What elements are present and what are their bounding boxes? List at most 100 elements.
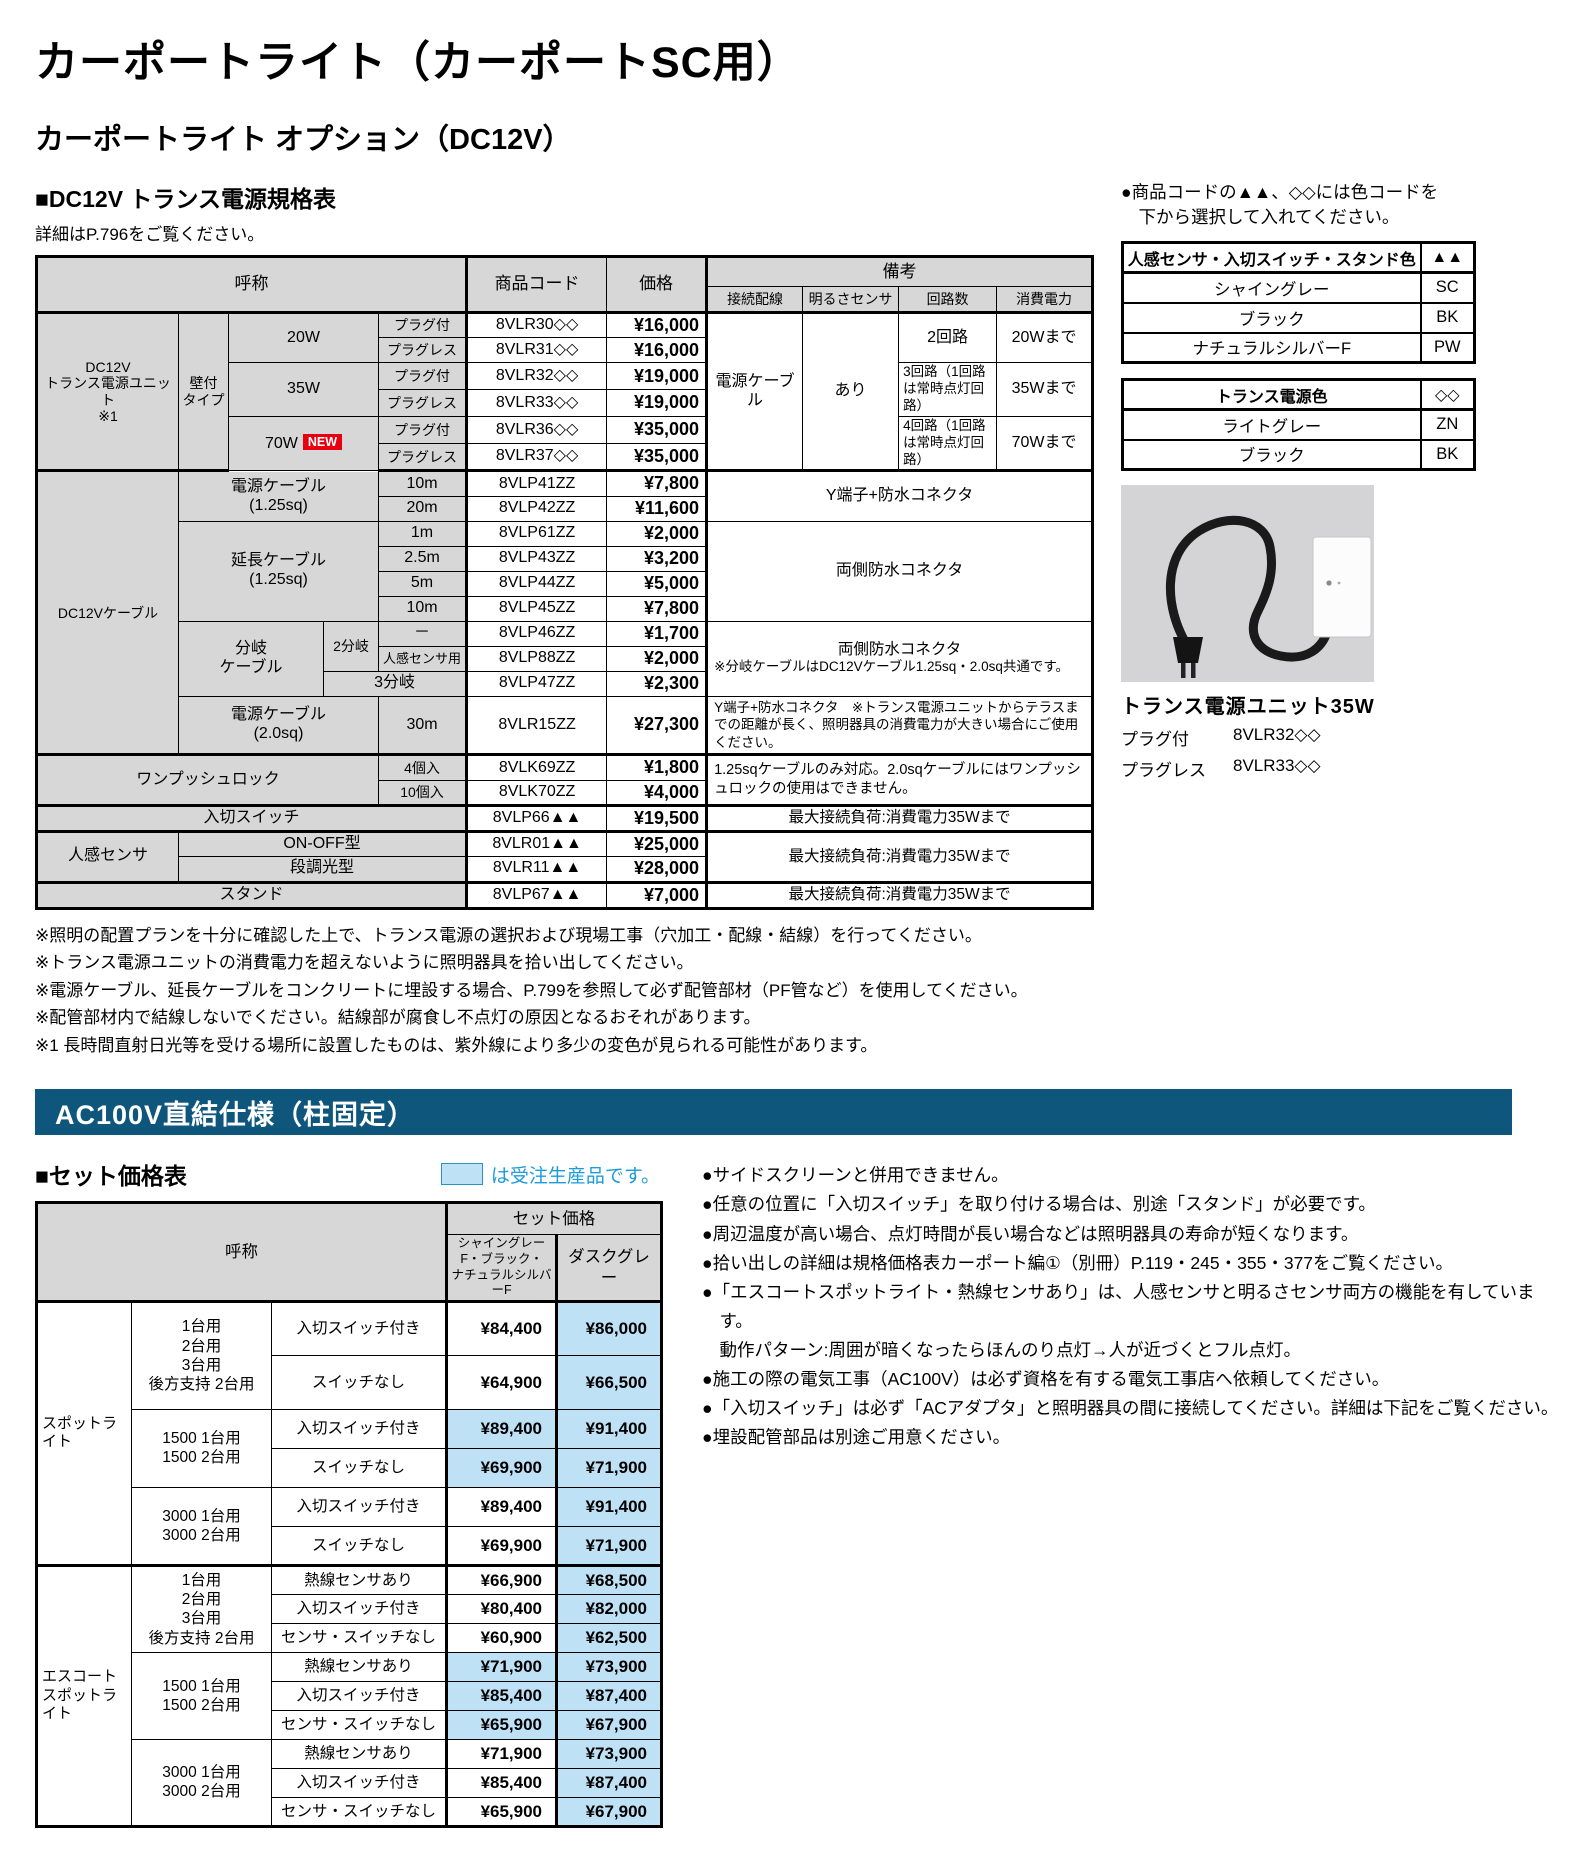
- photo-caption-line: プラグレス 8VLR33◇◇: [1121, 756, 1521, 781]
- group-name-cell: DC12V トランス電源ユニット ※1: [36, 311, 179, 473]
- table-row: ブラック BK: [1121, 301, 1476, 334]
- set-price-cell: ¥87,400: [555, 1680, 663, 1711]
- price-cell: ¥11,600: [606, 495, 708, 522]
- length-cell: 1m: [377, 520, 468, 547]
- col-header-code: 商品コード: [465, 256, 608, 314]
- set-option-cell: 入切スイッチ付き: [270, 1680, 448, 1711]
- sensor-type-cell: ON-OFF型: [177, 831, 468, 858]
- spec-header-row: 呼称 商品コード 価格 備考: [35, 256, 1094, 314]
- color-code: BK: [1419, 301, 1476, 334]
- product-code-cell: 8VLK69ZZ: [465, 754, 608, 781]
- table-row: 入切スイッチ付き ¥80,400 ¥82,000: [37, 1593, 663, 1624]
- price-cell: ¥16,000: [606, 311, 708, 339]
- set-usage-cell: 1500 1台用 1500 2台用: [131, 1408, 272, 1488]
- price-cell: ¥19,500: [606, 804, 708, 834]
- table-row: プラグレス 8VLR37◇◇ ¥35,000: [37, 443, 1093, 473]
- set-option-cell: スイッチなし: [270, 1354, 448, 1410]
- set-usage-cell: 1台用 2台用 3台用 後方支持 2台用: [131, 1300, 272, 1410]
- set-price-cell: ¥89,400: [445, 1408, 558, 1449]
- set-price-cell: ¥65,900: [445, 1796, 558, 1827]
- table-row: エスコート スポットライト 1台用 2台用 3台用 後方支持 2台用 熱線センサ…: [36, 1564, 663, 1827]
- color-code: PW: [1419, 331, 1476, 364]
- set-price-cell: ¥80,400: [445, 1593, 558, 1624]
- color-mark-triangles: ▲▲: [1419, 241, 1476, 274]
- spec-table: 呼称 商品コード 価格 備考 接続配線 明るさセンサ 回路数 消費電力 DC12…: [35, 255, 1095, 910]
- table-row: プラグレス 8VLR33◇◇ ¥19,000: [37, 389, 1093, 417]
- color-table-header: 人感センサ・入切スイッチ・スタンド色: [1121, 241, 1422, 274]
- table-row: 電源ケーブル (2.0sq) 30m 8VLR15ZZ ¥27,300 Y端子+…: [37, 695, 1094, 757]
- remark-cell: 両側防水コネクタ ※分岐ケーブルはDC12Vケーブル1.25sq・2.0sq共通…: [705, 620, 1094, 697]
- col-header-name: 呼称: [35, 256, 468, 314]
- product-code-cell: 8VLK70ZZ: [465, 779, 608, 807]
- set-price-cell: ¥91,400: [555, 1486, 663, 1527]
- set-option-cell: センサ・スイッチなし: [270, 1709, 448, 1740]
- footnote: ※1 長時間直射日光等を受ける場所に設置したものは、紫外線により多少の変色が見ら…: [35, 1035, 878, 1055]
- set-price-cell: ¥87,400: [555, 1767, 663, 1798]
- plug-cell: プラグ付: [377, 415, 468, 445]
- set-usage-cell: 3000 1台用 3000 2台用: [131, 1738, 272, 1827]
- table-row: トランス電源色 ◇◇: [1121, 378, 1476, 411]
- spec-detail-note: 詳細はP.796をご覧ください。: [35, 225, 265, 244]
- plug-cell: プラグ付: [377, 311, 468, 339]
- col-header-remarks: 備考: [705, 256, 1094, 287]
- group-name-cell: DC12Vケーブル: [36, 470, 179, 757]
- table-row: 70W NEW プラグ付 8VLR36◇◇ ¥35,000 4回路（1回路は常時点…: [37, 415, 1094, 473]
- ac100v-section-bar: AC100V直結仕様（柱固定）: [35, 1089, 1512, 1136]
- table-row: 人感センサ ON-OFF型 8VLR01▲▲ ¥25,000 最大接続負荷:消費…: [36, 831, 1094, 884]
- product-code-cell: 8VLP67▲▲: [465, 881, 608, 909]
- set-option-cell: 熱線センサあり: [270, 1738, 448, 1769]
- plug-label: プラグ付: [1121, 730, 1189, 749]
- color-code-note: ●商品コードの▲▲、◇◇には色コードを 下から選択して入れてください。: [1121, 180, 1521, 229]
- set-price-table: 呼称 セット価格 シャイングレーF・ブラック・ ナチュラルシルバーF ダスクグレ…: [35, 1201, 664, 1828]
- color-table-transformer: トランス電源色 ◇◇ ライトグレー ZN ブラック BK: [1121, 378, 1476, 471]
- table-row: 1500 1台用 1500 2台用 入切スイッチ付き ¥89,400 ¥91,4…: [37, 1408, 663, 1488]
- set-price-cell: ¥71,900: [445, 1651, 558, 1682]
- brightness-cell: あり: [802, 311, 900, 473]
- length-cell: 10m: [377, 595, 468, 622]
- sensor-type-cell: 段調光型: [177, 856, 468, 884]
- product-code-cell: 8VLR37◇◇: [465, 443, 608, 473]
- wattage-label: 70W: [264, 434, 298, 452]
- color-code: BK: [1419, 438, 1476, 471]
- remark-cell: 最大接続負荷:消費電力35Wまで: [705, 831, 1094, 884]
- set-option-cell: 入切スイッチ付き: [270, 1767, 448, 1798]
- dc12v-section: ■DC12V トランス電源規格表 詳細はP.796をご覧ください。 呼称 商品コ…: [35, 180, 1562, 1059]
- set-col-name: 呼称: [35, 1202, 448, 1303]
- col-header-power: 消費電力: [996, 286, 1094, 314]
- table-row: ナチュラルシルバーF PW: [1121, 331, 1476, 364]
- footnote: ※電源ケーブル、延長ケーブルをコンクリートに埋設する場合、P.799を参照して必…: [35, 980, 1028, 1000]
- set-option-cell: 入切スイッチ付き: [270, 1408, 448, 1449]
- made-to-order-legend-text: は受注生産品です。: [490, 1165, 660, 1187]
- length-cell: 2.5m: [377, 545, 468, 572]
- product-code-cell: 8VLR33◇◇: [465, 389, 608, 417]
- plug-cell: プラグレス: [377, 443, 468, 473]
- plug-cell: プラグ付: [377, 362, 468, 391]
- set-price-cell: ¥66,900: [445, 1564, 558, 1595]
- transformer-unit-illustration: [1166, 515, 1372, 678]
- footnote: ※配管部材内で結線しないでください。結線部が腐食し不点灯の原因となるおそれがあり…: [35, 1008, 761, 1028]
- table-row: 10個入 8VLK70ZZ ¥4,000: [37, 779, 1093, 807]
- col-header-wiring: 接続配線: [705, 286, 804, 314]
- remark-cell: 1.25sqケーブルのみ対応。2.0sqケーブルにはワンプッシュロックの使用はで…: [705, 754, 1094, 807]
- set-option-cell: 熱線センサあり: [270, 1564, 448, 1595]
- table-row: ワンプッシュロック 4個入 8VLK69ZZ ¥1,800 1.25sqケーブル…: [36, 754, 1094, 807]
- ac-note: ●「入切スイッチ」は必ず「ACアダプタ」と照明器具の間に接続してください。詳細は…: [702, 1397, 1559, 1418]
- set-price-cell: ¥89,400: [445, 1486, 558, 1527]
- ac100v-section-title: AC100V直結仕様（柱固定）: [55, 1099, 416, 1130]
- color-name: ライトグレー: [1121, 408, 1422, 441]
- plug-code: 8VLR32◇◇: [1233, 725, 1321, 744]
- ac-note: ●埋設配管部品は別途ご用意ください。: [702, 1426, 1011, 1447]
- set-price-cell: ¥71,900: [555, 1447, 663, 1488]
- set-option-cell: 熱線センサあり: [270, 1651, 448, 1682]
- plugless-code: 8VLR33◇◇: [1233, 756, 1321, 775]
- table-row: 入切スイッチ 8VLP66▲▲ ¥19,500 最大接続負荷:消費電力35Wまで: [35, 804, 1094, 834]
- table-row: シャイングレー SC: [1121, 271, 1476, 304]
- color-mark-diamonds: ◇◇: [1419, 378, 1476, 411]
- wattage-cell: 20W: [228, 311, 379, 364]
- set-price-cell: ¥86,000: [555, 1300, 663, 1356]
- spec-subheader-row: 接続配線 明るさセンサ 回路数 消費電力: [37, 286, 1094, 314]
- col-header-circuits: 回路数: [898, 286, 998, 314]
- color-table-sensor: 人感センサ・入切スイッチ・スタンド色 ▲▲ シャイングレー SC ブラック BK…: [1121, 241, 1476, 364]
- set-group-cell: スポットライト: [36, 1300, 132, 1567]
- type-cell: 壁付 タイプ: [178, 311, 229, 473]
